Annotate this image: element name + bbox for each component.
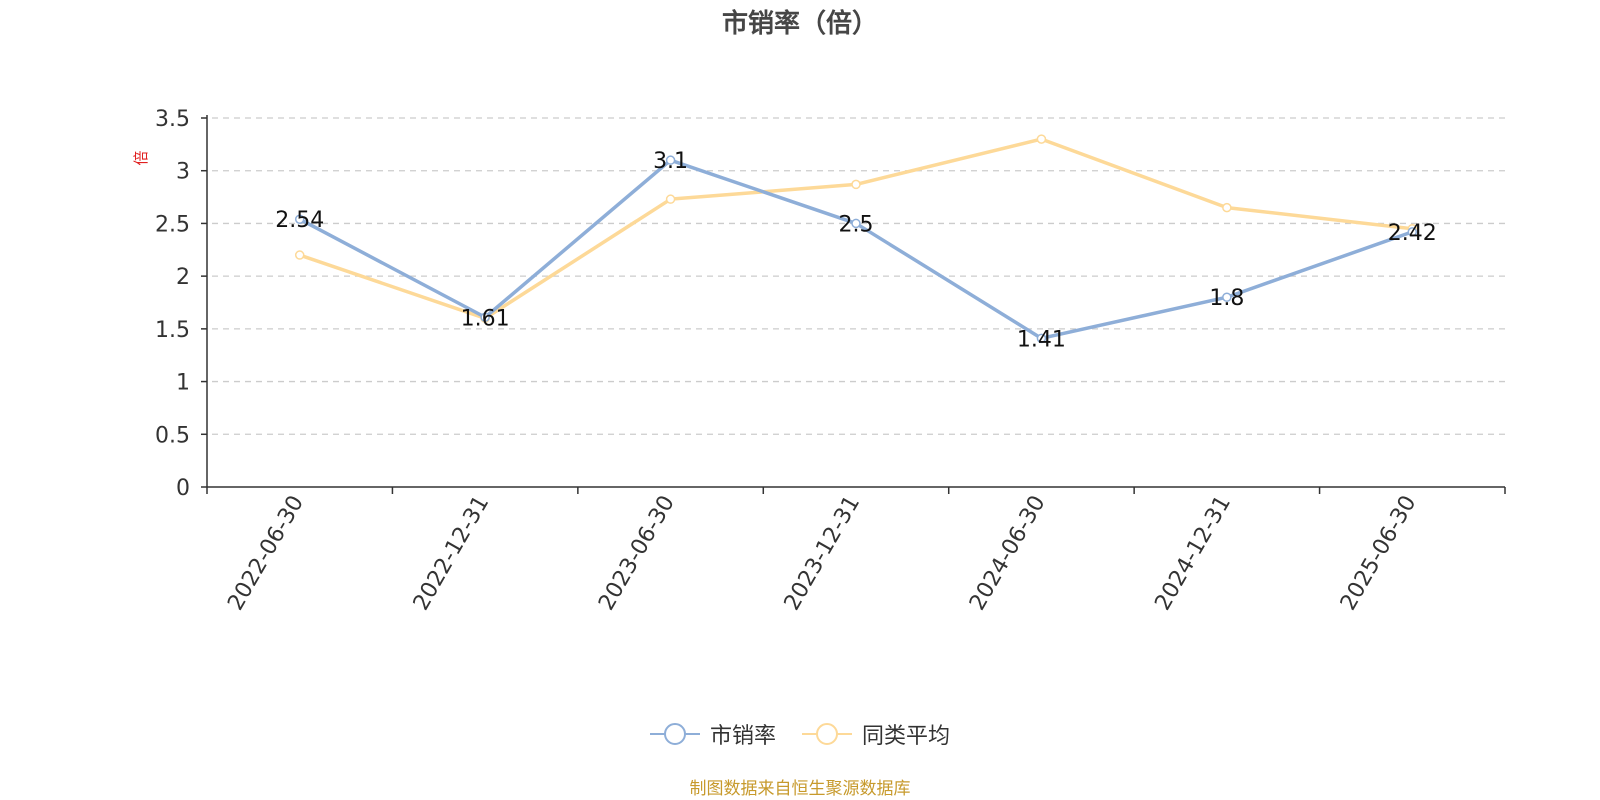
data-point-ps-ratio [294, 214, 305, 224]
data-labels: 2.54 1.61 3.1 2.5 1.41 1.8 2.42 [275, 149, 1437, 352]
data-label: 3.1 [653, 149, 688, 174]
chart-title: 市销率（倍） [721, 9, 878, 39]
series-lines [294, 134, 1418, 344]
x-tick-label: 2024-06-30 [965, 492, 1051, 615]
x-tick-label: 2025-06-30 [1336, 492, 1422, 615]
legend-label-ps-ratio: 市销率 [709, 724, 776, 749]
y-tick-label: 1.5 [155, 318, 190, 343]
data-point-peer-average [1036, 134, 1047, 144]
y-tick-label: 0 [176, 476, 190, 501]
data-label: 2.54 [275, 208, 324, 233]
x-tick-label: 2024-12-31 [1150, 492, 1236, 615]
legend: 市销率 同类平均 [0, 718, 1600, 750]
data-label: 1.41 [1017, 327, 1066, 352]
data-label: 2.5 [839, 212, 874, 237]
legend-label-peer-average: 同类平均 [862, 724, 951, 749]
data-point-ps-ratio [851, 218, 861, 229]
data-point-ps-ratio [1036, 333, 1047, 344]
data-point-peer-average [665, 194, 676, 204]
line-chart: 0 0.5 1 1.5 2 2.5 3 3.5 倍 2022-06-30 2022-12-31 202… [132, 107, 1506, 615]
data-point-ps-ratio [480, 312, 490, 323]
axes: 0 0.5 1 1.5 2 2.5 3 3.5 倍 2022-06-30 2022-12-31 202… [132, 107, 1506, 615]
x-tick-label: 2023-06-30 [594, 492, 680, 615]
y-tick-label: 2.5 [155, 212, 190, 237]
data-point-peer-average [294, 250, 305, 260]
y-tick-label: 0.5 [155, 423, 190, 448]
data-label: 1.61 [461, 306, 510, 331]
y-tick-label: 3 [176, 160, 190, 185]
y-tick-label: 3.5 [155, 107, 190, 132]
source-note: 制图数据来自恒生聚源数据库 [689, 779, 911, 799]
legend-swatch-ps-ratio [649, 722, 700, 746]
y-tick-label: 1 [176, 371, 190, 396]
data-point-peer-average [851, 179, 861, 190]
data-point-ps-ratio [1407, 227, 1418, 237]
x-tick-label: 2022-12-31 [409, 491, 495, 614]
data-point-ps-ratio [1222, 292, 1232, 302]
legend-item-ps-ratio[interactable]: 市销率 [649, 718, 776, 750]
data-point-peer-average [1222, 202, 1232, 213]
y-tick-label: 2 [176, 265, 190, 290]
y-axis-label: 倍 [132, 150, 150, 165]
x-tick-label: 2022-06-30 [223, 492, 309, 615]
data-label: 1.8 [1209, 286, 1244, 311]
data-point-ps-ratio [665, 155, 676, 165]
legend-swatch-peer-average [802, 722, 852, 746]
legend-item-peer-average[interactable]: 同类平均 [802, 718, 950, 750]
data-label: 2.42 [1388, 221, 1437, 246]
x-tick-label: 2023-12-31 [780, 492, 866, 615]
